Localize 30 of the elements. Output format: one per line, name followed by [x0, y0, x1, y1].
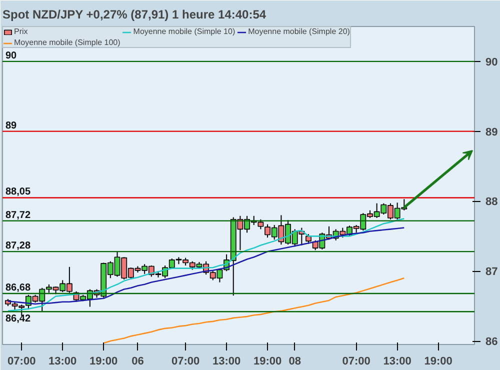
x-tick-label: 07:00	[342, 356, 370, 368]
ref-line-label: 87,72	[6, 210, 31, 221]
legend-label: Moyenne mobile (Simple 10)	[133, 27, 236, 36]
legend-label: Prix	[14, 27, 29, 36]
x-tick-label: 13:00	[48, 356, 77, 368]
ref-line-label: 86,42	[6, 314, 31, 325]
y-tick-label: 90	[486, 56, 498, 68]
legend-label: Moyenne mobile (Simple 20)	[248, 27, 350, 36]
x-tick-label: 08	[288, 356, 301, 368]
legend-label: Moyenne mobile (Simple 100)	[14, 38, 120, 47]
x-tick-label: 06	[132, 356, 144, 368]
x-tick-label: 19:00	[90, 356, 118, 368]
x-tick-label: 19:00	[424, 356, 452, 368]
ref-line-label: 86,68	[6, 282, 31, 294]
line-series	[102, 277, 405, 344]
x-tick-label: 07:00	[8, 356, 36, 368]
y-tick-label: 88	[486, 196, 498, 208]
chart-title: Spot NZD/JPY +0,27% (87,91) 1 heure 14:40:54	[2, 8, 266, 22]
ref-line-label: 88,05	[6, 186, 31, 198]
y-tick-label: 89	[486, 126, 498, 138]
line-series	[7, 218, 405, 312]
x-tick-label: 13:00	[383, 356, 412, 368]
x-tick-label: 07:00	[171, 356, 200, 368]
ref-line-label: 89	[6, 120, 18, 132]
y-tick-label: 86	[486, 336, 498, 348]
x-tick-label: 19:00	[253, 356, 282, 368]
x-tick-label: 13:00	[212, 356, 241, 368]
ref-line-label: 90	[6, 50, 18, 62]
y-tick-label: 87	[486, 266, 498, 278]
ref-line-label: 87,28	[6, 240, 31, 252]
